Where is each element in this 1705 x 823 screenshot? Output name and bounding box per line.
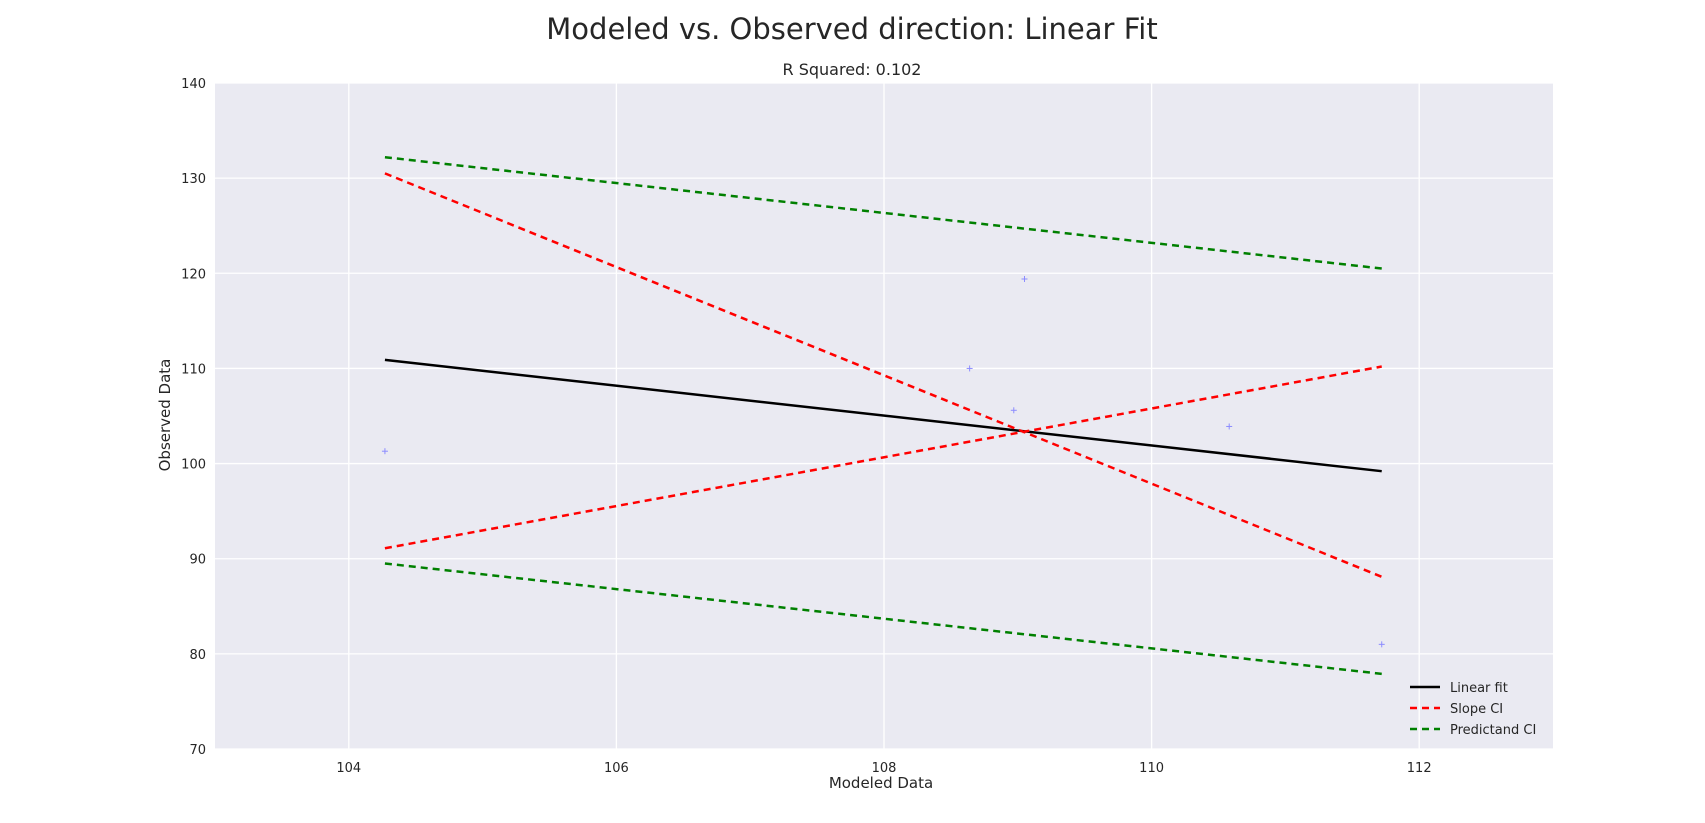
data-point [1021,275,1028,282]
y-axis-label: Observed Data [156,359,174,472]
x-tick-label: 108 [872,761,897,776]
data-point [1378,641,1385,648]
legend-label: Predictand CI [1450,723,1536,738]
series-line-0 [384,358,1382,473]
chart-title: Modeled vs. Observed direction: Linear F… [546,12,1157,46]
data-point [966,365,973,372]
y-tick-label: 90 [189,553,206,568]
y-tick-label: 140 [181,77,206,92]
y-tick-label: 70 [189,743,206,758]
data-point [1226,423,1233,430]
y-tick-label: 80 [189,648,206,663]
ticks: 104 106 108 110 112 70 80 90 100 110 120 130 140 [181,77,1431,776]
x-tick-label: 112 [1407,761,1432,776]
series-line-2 [384,365,1382,550]
x-tick-label: 106 [604,761,629,776]
data-point [381,448,388,455]
x-tick-label: 110 [1139,761,1164,776]
legend: Linear fit Slope CI Predictand CI [1410,681,1536,738]
y-tick-label: 130 [181,172,206,187]
x-tick-label: 104 [336,761,361,776]
x-axis-label: Modeled Data [829,774,933,792]
y-tick-label: 110 [181,362,206,377]
y-tick-label: 120 [181,267,206,282]
legend-label: Linear fit [1450,681,1508,696]
data-point [1010,407,1017,414]
points-layer [381,275,1385,648]
series-layer [384,155,1383,676]
legend-label: Slope CI [1450,702,1503,717]
chart-subtitle: R Squared: 0.102 [783,60,922,79]
y-tick-label: 100 [181,458,206,473]
